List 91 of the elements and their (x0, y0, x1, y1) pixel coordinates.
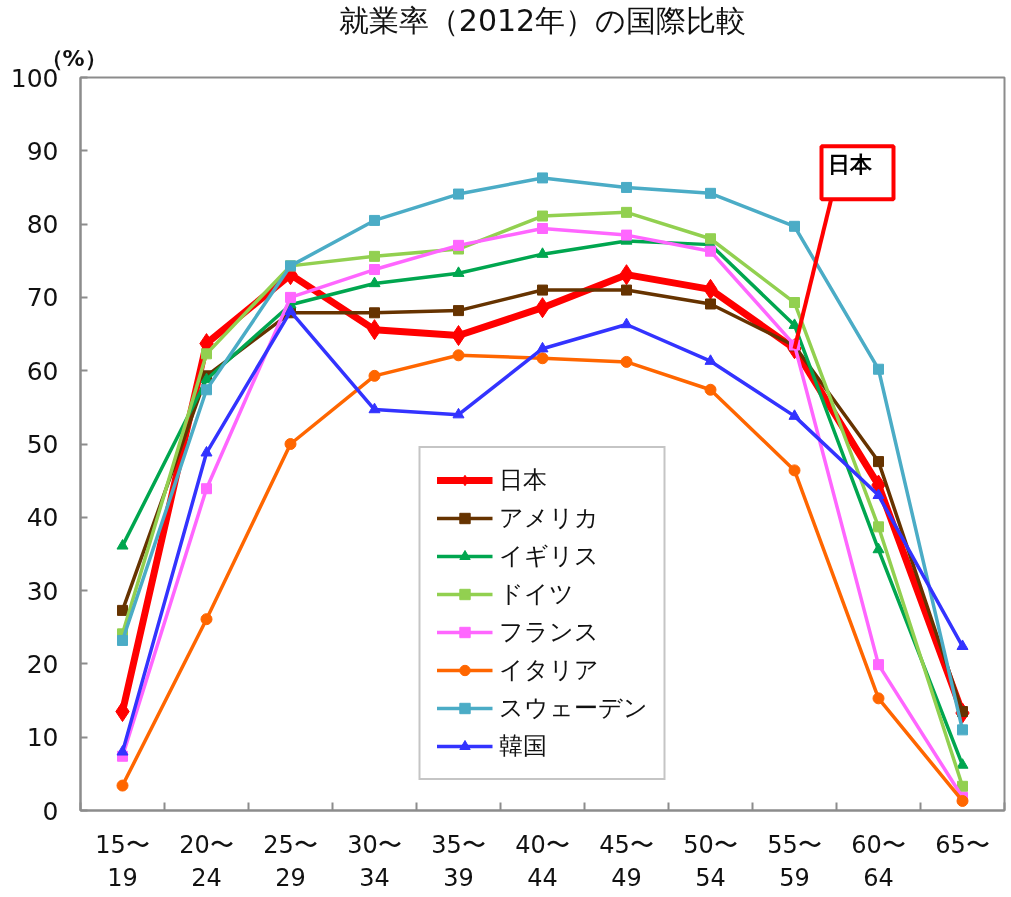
point (117, 634, 128, 646)
x-tick-label: 35〜 39 (431, 830, 486, 893)
point (537, 223, 548, 234)
point (369, 307, 380, 319)
point (789, 297, 800, 309)
y-tick-label: 40 (26, 503, 59, 533)
x-tick-label: 25〜 29 (263, 830, 318, 893)
point (537, 172, 548, 184)
point (369, 264, 380, 276)
legend-label: 韓国 (498, 731, 547, 762)
point (117, 604, 128, 616)
point (620, 317, 633, 329)
x-tick-label: 15〜 19 (95, 830, 150, 893)
point (537, 210, 548, 222)
point (704, 383, 717, 396)
legend-label: 日本 (498, 465, 547, 496)
point (620, 355, 633, 368)
point (956, 758, 969, 769)
y-tick-label: 80 (26, 210, 59, 240)
point (536, 352, 549, 365)
legend-label: イタリア (498, 655, 599, 686)
point (705, 187, 716, 199)
point (621, 284, 632, 296)
point (368, 402, 381, 414)
point (872, 542, 885, 554)
point (957, 724, 968, 736)
point (537, 284, 548, 296)
point (873, 659, 884, 671)
point (873, 521, 884, 533)
point (536, 341, 549, 353)
legend-label: スウェーデン (498, 693, 648, 724)
x-tick-label: 65〜 (935, 830, 990, 859)
point (789, 220, 800, 232)
x-tick-label: 20〜 24 (179, 830, 234, 893)
point (284, 438, 297, 450)
y-tick-label: 20 (26, 649, 59, 679)
point (956, 794, 969, 807)
point (452, 266, 465, 277)
legend-label: ドイツ (498, 579, 574, 610)
point (536, 247, 549, 258)
legend-label: フランス (498, 617, 599, 648)
x-tick-label: 45〜 49 (599, 830, 654, 893)
point (285, 291, 296, 303)
x-tick-label: 50〜 54 (683, 830, 738, 893)
point (201, 483, 212, 495)
point (873, 456, 884, 468)
point (705, 298, 716, 310)
point (116, 745, 129, 756)
point (872, 488, 885, 499)
y-tick-label: 70 (26, 283, 59, 313)
point (621, 181, 632, 193)
point (368, 276, 381, 288)
point (201, 384, 212, 396)
x-tick-label: 55〜 59 (767, 830, 822, 893)
point (369, 250, 380, 262)
y-tick-label: 10 (26, 723, 59, 753)
point (452, 407, 465, 419)
point (453, 188, 464, 200)
y-tick-label: 30 (26, 576, 59, 606)
point (621, 229, 632, 241)
point (873, 363, 884, 375)
point (452, 349, 465, 362)
point (116, 779, 129, 792)
point (116, 539, 129, 550)
x-tick-label: 60〜 64 (851, 830, 906, 893)
point (284, 304, 297, 315)
y-tick-label: 60 (26, 356, 59, 386)
point (368, 369, 381, 382)
point (704, 354, 717, 365)
y-tick-label: 90 (26, 136, 59, 166)
legend-label: アメリカ (498, 503, 599, 534)
legend-label: イギリス (498, 541, 599, 572)
point (369, 214, 380, 226)
point (200, 613, 213, 626)
y-tick-label: 50 (26, 430, 59, 459)
point (788, 464, 801, 477)
point (453, 305, 464, 317)
point (621, 206, 632, 218)
point (956, 639, 969, 650)
point (872, 692, 885, 705)
point (788, 409, 801, 420)
point (705, 233, 716, 245)
y-tick-label: 0 (42, 796, 59, 826)
x-tick-label: 40〜 44 (515, 830, 570, 893)
point (201, 348, 212, 360)
annotation: 日本 (827, 152, 873, 178)
point (200, 445, 213, 457)
chart-title: 就業率（2012年）の国際比較 (338, 2, 747, 38)
x-tick-label: 30〜 34 (347, 830, 402, 893)
point (453, 239, 464, 251)
point (705, 245, 716, 257)
